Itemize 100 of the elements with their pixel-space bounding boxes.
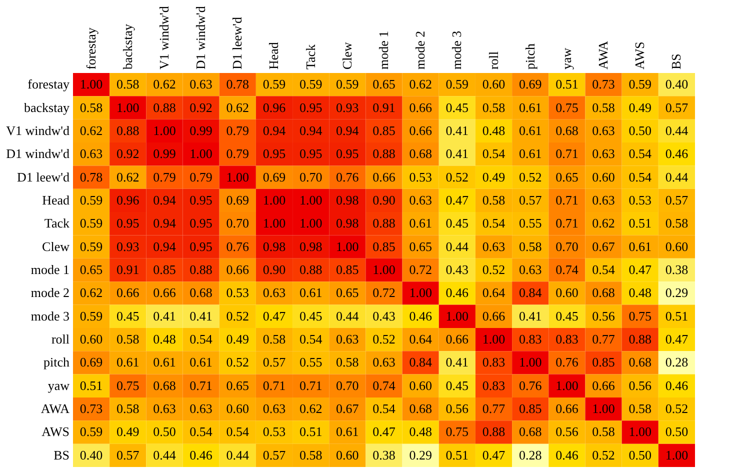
data-label: 0.69: [80, 354, 103, 370]
data-label: 0.61: [628, 238, 652, 254]
data-label: 0.68: [190, 285, 212, 300]
y-tick-label: Tack: [44, 216, 70, 231]
data-label: 0.50: [665, 424, 688, 440]
y-tick-label: BS: [54, 447, 70, 462]
data-label: 0.69: [226, 192, 250, 208]
data-label: 0.51: [556, 76, 578, 92]
data-label: 0.70: [226, 216, 250, 231]
data-label: 0.98: [336, 216, 359, 231]
data-label: 0.68: [518, 424, 542, 440]
data-label: 0.71: [556, 146, 578, 162]
data-label: 0.63: [336, 332, 359, 347]
data-label: 0.77: [592, 332, 616, 347]
data-label: 0.51: [446, 447, 469, 462]
data-label: 0.48: [409, 424, 432, 440]
data-label: 0.63: [80, 146, 103, 162]
data-label: 0.88: [628, 332, 652, 347]
data-label: 0.60: [336, 447, 359, 462]
x-tick-label: roll: [486, 51, 501, 70]
data-label: 0.71: [190, 378, 212, 393]
data-label: 0.54: [628, 146, 652, 162]
y-tick-label: AWA: [40, 401, 70, 416]
data-label: 1.00: [262, 216, 286, 231]
data-label: 1.00: [190, 146, 212, 162]
data-label: 0.28: [665, 354, 688, 370]
data-label: 0.65: [226, 378, 250, 393]
data-label: 0.99: [190, 122, 212, 138]
data-label: 0.76: [518, 378, 542, 393]
data-label: 0.67: [592, 238, 616, 254]
data-label: 0.45: [446, 378, 469, 393]
data-label: 1.00: [226, 169, 250, 184]
data-label: 0.61: [116, 354, 140, 370]
data-label: 0.59: [80, 192, 103, 208]
data-label: 1.00: [372, 262, 396, 277]
data-label: 0.60: [409, 378, 432, 393]
data-label: 0.40: [665, 76, 688, 92]
data-label: 0.41: [518, 308, 542, 324]
data-label: 0.57: [262, 447, 286, 462]
data-label: 0.58: [628, 401, 652, 416]
data-label: 0.68: [409, 146, 432, 162]
data-label: 0.77: [482, 401, 506, 416]
data-label: 0.79: [226, 146, 250, 162]
data-label: 0.63: [518, 262, 542, 277]
data-label: 0.62: [80, 285, 103, 300]
data-label: 1.00: [518, 354, 542, 370]
y-tick-label: V1 windw'd: [6, 122, 70, 138]
data-label: 0.76: [556, 354, 579, 370]
data-label: 1.00: [409, 285, 432, 300]
data-label: 0.57: [262, 354, 286, 370]
data-label: 0.58: [665, 216, 688, 231]
data-label: 0.95: [116, 216, 140, 231]
data-label: 0.75: [628, 308, 652, 324]
data-label: 0.66: [409, 100, 432, 115]
data-label: 0.61: [518, 100, 542, 115]
data-label: 0.64: [482, 285, 506, 300]
data-label: 0.83: [556, 332, 578, 347]
data-label: 0.88: [372, 216, 396, 231]
x-tick-label: AWA: [596, 40, 611, 70]
data-label: 0.61: [153, 354, 176, 370]
data-label: 0.71: [299, 378, 322, 393]
data-label: 1.00: [80, 76, 103, 92]
x-tick-label: D1 leew'd: [230, 16, 245, 70]
x-tick-label: D1 windw'd: [193, 6, 208, 70]
data-label: 0.52: [226, 354, 250, 370]
data-label: 0.56: [592, 308, 616, 324]
data-label: 0.95: [190, 238, 212, 254]
data-label: 0.58: [299, 447, 322, 462]
data-label: 0.63: [190, 401, 212, 416]
data-label: 0.46: [409, 308, 432, 324]
data-label: 0.62: [299, 401, 322, 416]
x-tick-label: mode 1: [376, 30, 391, 70]
data-label: 0.45: [299, 308, 322, 324]
data-label: 0.48: [628, 285, 652, 300]
data-label: 0.98: [336, 192, 359, 208]
data-label: 0.61: [518, 146, 542, 162]
data-label: 0.75: [116, 378, 140, 393]
x-tick-label: Head: [266, 42, 282, 70]
data-label: 0.98: [262, 238, 286, 254]
data-label: 0.75: [446, 424, 469, 440]
data-label: 0.66: [556, 401, 579, 416]
data-label: 0.63: [592, 192, 615, 208]
data-label: 0.54: [628, 169, 652, 184]
data-label: 0.60: [665, 238, 688, 254]
data-label: 0.46: [446, 285, 470, 300]
data-label: 0.95: [336, 146, 359, 162]
data-label: 0.66: [446, 332, 470, 347]
data-label: 0.94: [299, 122, 323, 138]
data-label: 1.00: [336, 238, 359, 254]
y-tick-label: Head: [42, 192, 70, 208]
data-label: 0.85: [336, 262, 359, 277]
y-tick-label: D1 leew'd: [16, 169, 70, 184]
y-tick-label: mode 2: [30, 285, 70, 300]
data-label: 0.68: [153, 378, 176, 393]
x-tick-label: mode 2: [412, 30, 428, 70]
data-label: 0.95: [262, 146, 286, 162]
data-label: 0.62: [226, 100, 250, 115]
data-label: 0.66: [409, 122, 432, 138]
data-label: 0.60: [80, 332, 103, 347]
data-label: 0.59: [262, 76, 286, 92]
